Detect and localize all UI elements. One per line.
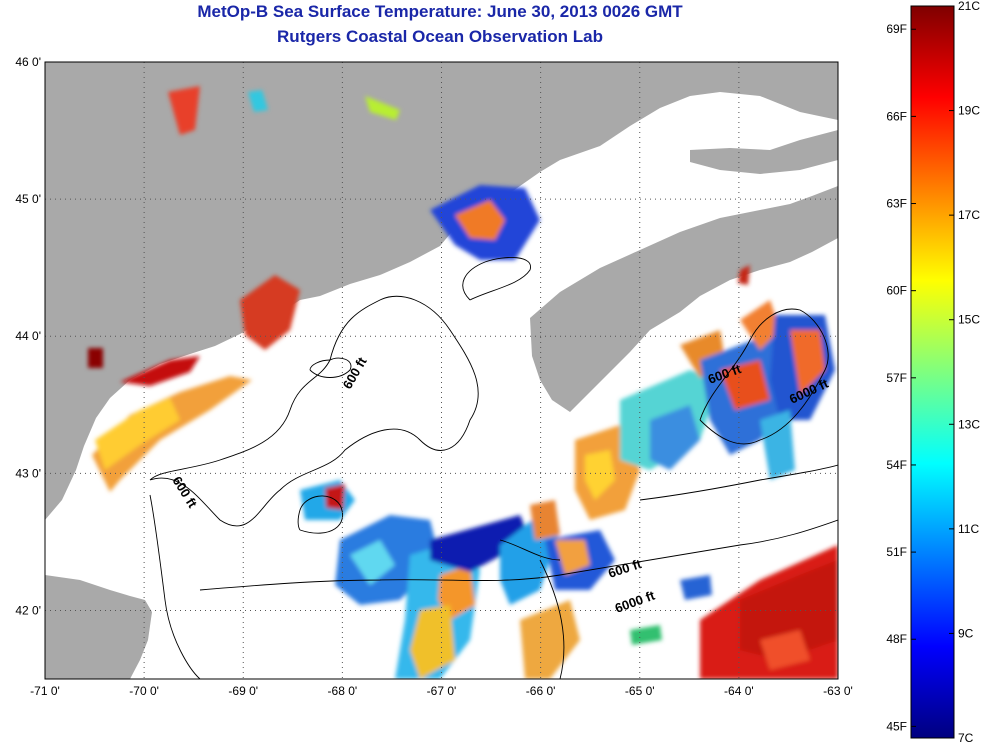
bathymetry-contours bbox=[149, 257, 838, 679]
colorbar-fahrenheit-label: 60F bbox=[886, 284, 907, 298]
lon-tick-label: -65 0' bbox=[625, 684, 655, 698]
colorbar-celsius-label: 21C bbox=[958, 0, 980, 13]
lat-axis: 46 0' 45 0' 44 0' 43 0' 42 0' bbox=[15, 55, 41, 617]
sst-swath bbox=[88, 86, 838, 679]
land-maine-newbrunswick bbox=[45, 62, 838, 520]
lon-tick-label: -71 0' bbox=[30, 684, 60, 698]
lon-tick-label: -66 0' bbox=[526, 684, 556, 698]
lat-tick-label: 43 0' bbox=[15, 466, 41, 480]
colorbar-fahrenheit-axis: 69F 66F 63F 60F 57F 54F 51F 48F 45F bbox=[886, 22, 916, 733]
map-frame bbox=[44, 61, 839, 680]
land-nova-scotia bbox=[530, 186, 838, 412]
lat-tick-label: 44 0' bbox=[15, 329, 41, 343]
lon-tick-label: -64 0' bbox=[724, 684, 754, 698]
colorbar-celsius-axis: 21C 19C 17C 15C 13C 11C 9C 7C bbox=[949, 0, 980, 745]
colorbar-fahrenheit-label: 69F bbox=[886, 22, 907, 36]
colorbar bbox=[910, 5, 955, 739]
colorbar-fahrenheit-label: 54F bbox=[886, 458, 907, 472]
lon-tick-label: -69 0' bbox=[228, 684, 258, 698]
colorbar-celsius-label: 11C bbox=[958, 522, 979, 536]
colorbar-celsius-label: 19C bbox=[958, 104, 980, 118]
colorbar-fahrenheit-label: 45F bbox=[886, 719, 907, 733]
lon-tick-label: -70 0' bbox=[129, 684, 159, 698]
colorbar-fahrenheit-label: 57F bbox=[886, 371, 907, 385]
lat-tick-label: 46 0' bbox=[15, 55, 41, 69]
colorbar-celsius-label: 15C bbox=[958, 313, 980, 327]
lon-tick-label: -67 0' bbox=[427, 684, 457, 698]
colorbar-celsius-label: 17C bbox=[958, 208, 980, 222]
land-pei-shore bbox=[690, 130, 838, 174]
lon-tick-label: -68 0' bbox=[328, 684, 358, 698]
lat-tick-label: 42 0' bbox=[15, 603, 41, 617]
lon-tick-label: -63 0' bbox=[823, 684, 853, 698]
lon-axis: -71 0' -70 0' -69 0' -68 0' -67 0' -66 0' -65 … bbox=[30, 684, 853, 698]
colorbar-celsius-label: 9C bbox=[958, 626, 974, 640]
colorbar-fahrenheit-label: 48F bbox=[886, 632, 907, 646]
chart-title: MetOp-B Sea Surface Temperature: June 30… bbox=[197, 2, 683, 21]
chart-subtitle: Rutgers Coastal Ocean Observation Lab bbox=[277, 27, 603, 46]
land-cape-cod bbox=[45, 575, 152, 679]
colorbar-fahrenheit-label: 63F bbox=[886, 197, 907, 211]
lat-tick-label: 45 0' bbox=[15, 192, 41, 206]
gridlines bbox=[45, 62, 838, 679]
colorbar-fahrenheit-label: 66F bbox=[886, 109, 907, 123]
colorbar-celsius-label: 13C bbox=[958, 417, 980, 431]
colorbar-fahrenheit-label: 51F bbox=[886, 545, 907, 559]
colorbar-celsius-label: 7C bbox=[958, 731, 974, 745]
